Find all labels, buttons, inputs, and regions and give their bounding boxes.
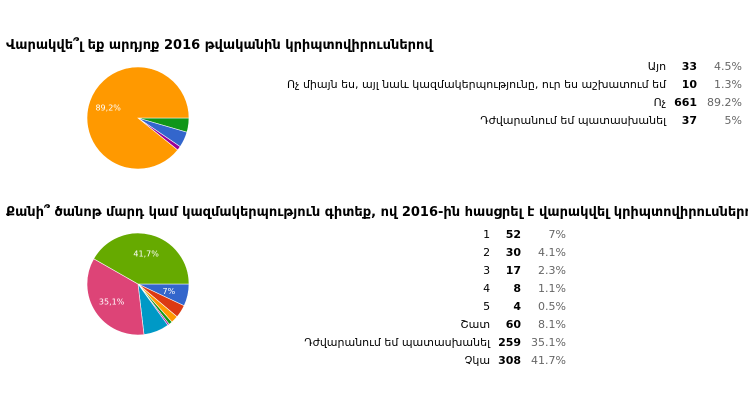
chart1-legend-row: Ոչ 661 89.2%	[287, 93, 742, 111]
chart2-legend-row: 3 17 2.3%	[304, 261, 566, 279]
legend-count: 661	[674, 95, 698, 109]
legend-count: 8	[513, 281, 522, 295]
legend-percent: 7%	[548, 227, 566, 241]
legend-label: Դժվարանում եմ պատասխանել	[304, 335, 491, 349]
legend-percent: 89.2%	[707, 95, 742, 109]
chart2-legend-row: 1 52 7%	[304, 225, 566, 243]
legend-count: 37	[681, 113, 698, 127]
legend-percent: 1.1%	[538, 281, 566, 295]
legend-percent: 5%	[724, 113, 742, 127]
legend-percent: 1.3%	[714, 77, 742, 91]
legend-count: 30	[505, 245, 522, 259]
chart2-legend-row: 2 30 4.1%	[304, 243, 566, 261]
legend-percent: 0.5%	[538, 299, 566, 313]
legend-label: Չկա	[464, 353, 491, 367]
chart2-slice-6[interactable]	[86, 258, 145, 336]
chart2-slice-label-0: 7%	[163, 287, 176, 296]
chart1-legend-row: Դժվարանում եմ պատասխանել 37 5%	[287, 111, 742, 129]
legend-percent: 8.1%	[538, 317, 566, 331]
legend-label: 1	[483, 227, 491, 241]
legend-count: 259	[498, 335, 522, 349]
legend-label: Ոչ միայն ես, այլ նաև կազմակերպությունը, …	[286, 77, 667, 91]
legend-label: Շատ	[460, 317, 491, 331]
legend-count: 52	[505, 227, 522, 241]
chart2-slice-label-6: 35,1%	[99, 297, 125, 306]
legend-label: Ոչ	[653, 95, 667, 109]
legend-count: 33	[681, 59, 698, 73]
legend-label: 4	[483, 281, 491, 295]
chart2-legend-row: Դժվարանում եմ պատասխանել 259 35.1%	[304, 333, 566, 351]
chart2-slice-7[interactable]	[93, 232, 190, 285]
legend-label: 5	[483, 299, 491, 313]
legend-count: 60	[505, 317, 522, 331]
chart2-legend-row: Չկա 308 41.7%	[304, 351, 566, 369]
chart2-title: Քանի՞ ծանոթ մարդ կամ կազմակերպություն գի…	[6, 205, 748, 220]
chart1-title: Վարակվե՞լ եք արդյոք 2016 թվականին կրիպտո…	[6, 38, 433, 53]
legend-label: 3	[483, 263, 491, 277]
legend-count: 17	[505, 263, 522, 277]
chart1-legend: Այո 33 4.5% Ոչ միայն ես, այլ նաև կազմակերպո…	[287, 57, 742, 129]
legend-percent: 35.1%	[531, 335, 566, 349]
chart2-legend-row: 4 8 1.1%	[304, 279, 566, 297]
legend-percent: 4.5%	[714, 59, 742, 73]
chart1-legend-row: Ոչ միայն ես, այլ նաև կազմակերպությունը, …	[287, 75, 742, 93]
legend-count: 10	[681, 77, 698, 91]
chart2-legend-row: Շատ 60 8.1%	[304, 315, 566, 333]
chart1-pie: 89,2%	[86, 66, 190, 170]
chart1-legend-row: Այո 33 4.5%	[287, 57, 742, 75]
chart2-legend: 1 52 7% 2 30 4.1% 3 17 2.3% 4 8 1.1% 5 4 0.5% Շատ 60 8.1%…	[304, 225, 566, 369]
chart2-pie: 7% 35,1% 41,7%	[86, 232, 190, 336]
legend-count: 4	[513, 299, 522, 313]
chart1-slice-label-2: 89,2%	[95, 103, 121, 112]
chart2-slice-label-7: 41,7%	[133, 249, 159, 258]
legend-label: 2	[483, 245, 491, 259]
legend-percent: 2.3%	[538, 263, 566, 277]
legend-label: Այո	[647, 59, 667, 73]
legend-label: Դժվարանում եմ պատասխանել	[480, 113, 667, 127]
legend-percent: 4.1%	[538, 245, 566, 259]
legend-count: 308	[498, 353, 522, 367]
chart1-slice-2[interactable]	[86, 66, 190, 170]
chart2-legend-row: 5 4 0.5%	[304, 297, 566, 315]
legend-percent: 41.7%	[531, 353, 566, 367]
